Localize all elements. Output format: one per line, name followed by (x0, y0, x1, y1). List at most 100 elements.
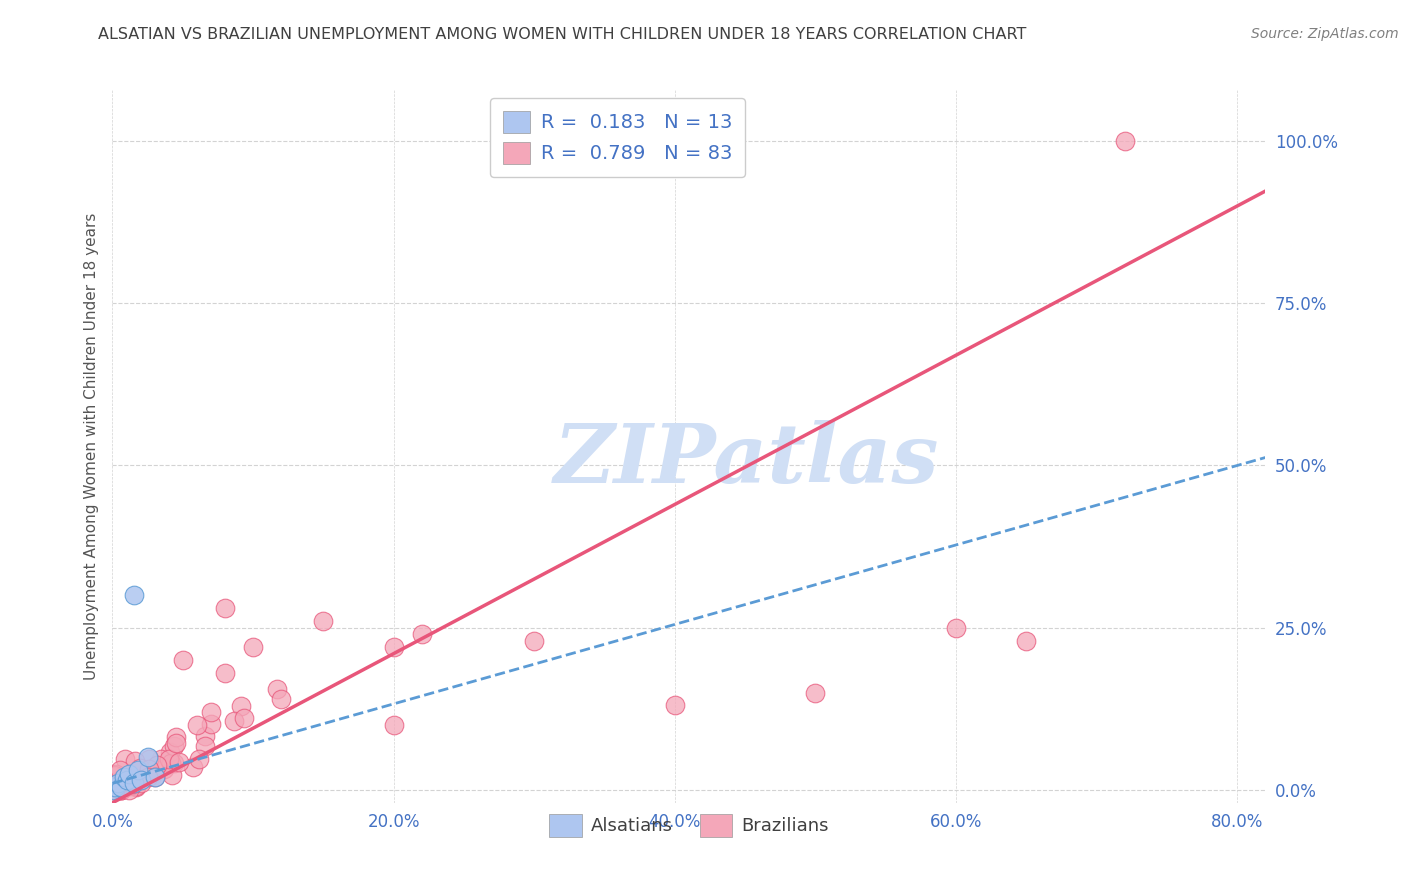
Point (122, 776, 145, 790)
Point (108, 778, 131, 792)
Point (145, 758, 167, 772)
Point (110, 782, 132, 797)
Point (104, 780, 127, 794)
Point (165, 730, 187, 744)
Point (233, 711, 256, 725)
Point (122, 588, 145, 602)
Point (945, 621, 967, 635)
Point (129, 773, 152, 788)
Point (200, 717, 222, 731)
Point (194, 729, 217, 743)
Point (101, 782, 124, 797)
Point (382, 640, 405, 654)
Point (804, 685, 827, 699)
Point (104, 782, 127, 797)
Point (242, 640, 264, 654)
Point (159, 745, 181, 759)
Point (114, 774, 136, 789)
Point (101, 769, 124, 783)
Point (125, 779, 148, 793)
Point (188, 752, 211, 766)
Point (105, 766, 128, 780)
Point (120, 772, 142, 786)
Point (101, 781, 124, 796)
Point (120, 772, 142, 787)
Point (128, 772, 150, 787)
Point (120, 779, 142, 793)
Point (104, 782, 127, 797)
Text: ZIPatlas: ZIPatlas (554, 420, 939, 500)
Point (270, 692, 292, 706)
Point (107, 781, 129, 796)
Point (163, 739, 186, 753)
Point (523, 633, 546, 648)
Point (157, 752, 180, 766)
Point (129, 763, 152, 777)
Point (160, 767, 183, 781)
Point (110, 782, 132, 797)
Y-axis label: Unemployment Among Women with Children Under 18 years: Unemployment Among Women with Children U… (83, 212, 98, 680)
Point (153, 762, 176, 776)
Point (214, 666, 236, 681)
Point (104, 782, 127, 797)
Point (103, 768, 125, 782)
Point (149, 752, 172, 766)
Point (664, 698, 686, 713)
Point (1015, 633, 1038, 648)
Point (129, 760, 152, 774)
Point (214, 601, 236, 615)
Point (121, 777, 143, 791)
Point (141, 769, 163, 783)
Point (118, 766, 141, 780)
Point (229, 699, 252, 714)
Point (145, 770, 167, 784)
Point (111, 771, 134, 785)
Point (138, 762, 160, 776)
Point (124, 754, 146, 768)
Point (118, 772, 141, 786)
Point (136, 770, 159, 784)
Text: Source: ZipAtlas.com: Source: ZipAtlas.com (1251, 27, 1399, 41)
Point (118, 782, 141, 797)
Point (382, 718, 405, 732)
Point (172, 653, 194, 667)
Point (124, 771, 146, 785)
Text: ALSATIAN VS BRAZILIAN UNEMPLOYMENT AMONG WOMEN WITH CHILDREN UNDER 18 YEARS CORR: ALSATIAN VS BRAZILIAN UNEMPLOYMENT AMONG… (98, 27, 1026, 42)
Point (110, 782, 132, 797)
Point (127, 764, 149, 778)
Point (160, 756, 183, 770)
Point (163, 756, 186, 771)
Point (143, 770, 166, 784)
Point (138, 768, 160, 782)
Point (103, 782, 125, 797)
Point (266, 681, 288, 696)
Point (115, 773, 138, 788)
Point (200, 705, 222, 719)
Point (186, 718, 208, 732)
Point (169, 756, 191, 770)
Point (129, 773, 152, 788)
Point (112, 770, 135, 784)
Point (111, 779, 134, 793)
Point (103, 782, 125, 797)
Point (411, 627, 433, 641)
Point (312, 614, 335, 628)
Point (114, 752, 136, 766)
Point (110, 780, 132, 794)
Legend: Alsatians, Brazilians: Alsatians, Brazilians (541, 807, 837, 844)
Point (165, 736, 187, 750)
Point (128, 765, 150, 780)
Point (131, 763, 153, 777)
Point (112, 772, 135, 786)
Point (107, 776, 129, 790)
Point (129, 775, 152, 789)
Point (181, 760, 204, 774)
Point (222, 714, 245, 729)
Point (110, 763, 132, 777)
Point (1114, 134, 1136, 148)
Point (136, 750, 159, 764)
Point (125, 780, 148, 794)
Point (138, 752, 160, 766)
Point (105, 774, 128, 789)
Point (194, 739, 217, 754)
